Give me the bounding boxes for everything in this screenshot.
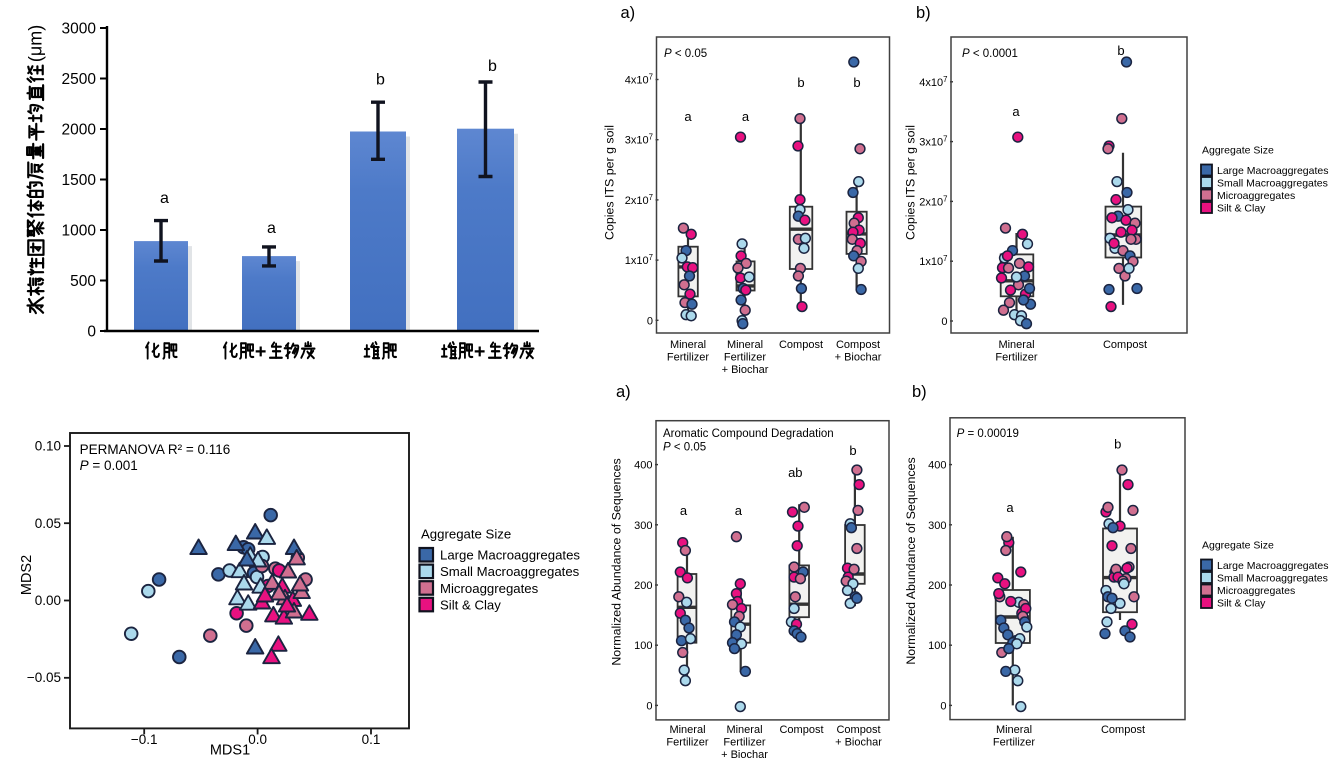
svg-text:a: a (1012, 104, 1020, 119)
svg-text:300: 300 (634, 520, 652, 532)
svg-text:ab: ab (788, 465, 802, 480)
svg-text:Mineral: Mineral (996, 724, 1032, 736)
svg-text:Silt & Clay: Silt & Clay (440, 597, 501, 612)
svg-text:0.10: 0.10 (35, 439, 61, 454)
svg-text:0: 0 (647, 315, 653, 327)
svg-text:MDS2: MDS2 (19, 555, 35, 595)
svg-text:Microaggregates: Microaggregates (1217, 190, 1295, 202)
svg-text:0.05: 0.05 (35, 516, 61, 531)
svg-text:a: a (684, 109, 692, 124)
svg-text:b: b (849, 443, 856, 458)
svg-text:−0.1: −0.1 (131, 732, 158, 747)
svg-text:Aggregate Size: Aggregate Size (421, 527, 511, 542)
svg-text:b): b) (916, 4, 931, 22)
svg-text:b: b (853, 75, 860, 90)
svg-text:b: b (488, 58, 497, 75)
svg-text:300: 300 (928, 520, 946, 532)
svg-text:Aggregate Size: Aggregate Size (1202, 540, 1274, 552)
svg-text:100: 100 (634, 640, 652, 652)
svg-text:Fertilizer: Fertilizer (723, 737, 766, 749)
svg-text:0.0: 0.0 (248, 732, 267, 747)
svg-text:a: a (160, 190, 169, 207)
svg-text:Small Macroaggregates: Small Macroaggregates (1217, 177, 1328, 189)
svg-text:Normalized Abundance of Sequen: Normalized Abundance of Sequences (904, 457, 918, 664)
svg-text:200: 200 (634, 580, 652, 592)
svg-text:Microaggregates: Microaggregates (440, 581, 539, 596)
svg-text:Compost: Compost (779, 339, 823, 351)
svg-text:b: b (1117, 43, 1124, 58)
svg-text:Large Macroaggregates: Large Macroaggregates (440, 548, 580, 563)
svg-text:0.00: 0.00 (35, 593, 61, 608)
svg-text:+ Biochar: + Biochar (835, 352, 882, 364)
svg-text:Compost: Compost (779, 724, 823, 736)
svg-text:+ Biochar: + Biochar (722, 364, 769, 376)
svg-text:Aggregate Size: Aggregate Size (1202, 145, 1274, 157)
svg-text:−0.05: −0.05 (27, 670, 61, 685)
svg-text:Copies ITS per g soil: Copies ITS per g soil (603, 125, 617, 240)
svg-text:Fertilizer: Fertilizer (666, 737, 709, 749)
svg-text:2000: 2000 (62, 122, 97, 139)
svg-text:Fertilizer: Fertilizer (724, 352, 767, 364)
svg-text:Silt & Clay: Silt & Clay (1217, 202, 1266, 214)
svg-text:1500: 1500 (62, 172, 97, 189)
svg-text:1000: 1000 (62, 223, 97, 240)
svg-text:Compost: Compost (1103, 339, 1147, 351)
svg-text:a: a (267, 220, 276, 237)
svg-text:P = 0.00019: P = 0.00019 (957, 428, 1019, 440)
svg-text:b): b) (912, 383, 927, 401)
svg-text:Fertilizer: Fertilizer (993, 737, 1036, 749)
svg-text:a: a (735, 503, 743, 518)
svg-text:Mineral: Mineral (726, 724, 762, 736)
svg-text:Copies ITS per g soil: Copies ITS per g soil (904, 125, 918, 240)
svg-text:a: a (680, 503, 688, 518)
svg-text:a): a) (621, 4, 636, 22)
svg-text:Compost: Compost (836, 724, 880, 736)
svg-text:0: 0 (87, 324, 96, 341)
svg-text:Compost: Compost (1101, 724, 1145, 736)
svg-text:P < 0.05: P < 0.05 (664, 48, 707, 60)
svg-text:a): a) (616, 383, 631, 401)
svg-text:2500: 2500 (62, 71, 97, 88)
svg-text:Fertilizer: Fertilizer (667, 352, 710, 364)
svg-text:b: b (376, 72, 385, 89)
svg-text:a: a (742, 109, 750, 124)
svg-text:Large Macroaggregates: Large Macroaggregates (1217, 560, 1329, 572)
svg-text:Microaggregates: Microaggregates (1217, 585, 1295, 597)
svg-text:Mineral: Mineral (998, 339, 1034, 351)
svg-text:3000: 3000 (62, 21, 97, 38)
svg-text:b: b (797, 75, 804, 90)
svg-text:P < 0.05: P < 0.05 (663, 442, 706, 454)
svg-text:Normalized Abundance of Sequen: Normalized Abundance of Sequences (610, 458, 624, 665)
svg-text:0: 0 (940, 700, 946, 712)
svg-text:Small Macroaggregates: Small Macroaggregates (1217, 572, 1328, 584)
svg-text:PERMANOVA R² = 0.116: PERMANOVA R² = 0.116 (80, 442, 231, 457)
svg-text:b: b (1114, 437, 1121, 452)
svg-text:MDS1: MDS1 (210, 742, 250, 758)
svg-text:+ Biochar: + Biochar (835, 737, 882, 749)
svg-text:Silt & Clay: Silt & Clay (1217, 597, 1266, 609)
svg-text:0: 0 (646, 700, 652, 712)
svg-text:0.1: 0.1 (362, 732, 381, 747)
svg-text:Compost: Compost (836, 339, 880, 351)
svg-text:Mineral: Mineral (669, 724, 705, 736)
svg-text:500: 500 (70, 273, 96, 290)
svg-text:400: 400 (928, 460, 946, 472)
svg-text:100: 100 (928, 640, 946, 652)
svg-text:Large Macroaggregates: Large Macroaggregates (1217, 165, 1329, 177)
svg-text:200: 200 (928, 580, 946, 592)
svg-text:P < 0.0001: P < 0.0001 (962, 48, 1018, 60)
svg-text:400: 400 (634, 460, 652, 472)
svg-text:(μm): (μm) (26, 25, 46, 62)
svg-text:Aromatic Compound Degradation: Aromatic Compound Degradation (663, 428, 834, 440)
svg-text:P = 0.001: P = 0.001 (80, 458, 138, 473)
svg-text:0: 0 (941, 316, 947, 328)
svg-text:Mineral: Mineral (670, 339, 706, 351)
svg-text:a: a (1006, 500, 1014, 515)
svg-text:Mineral: Mineral (727, 339, 763, 351)
svg-text:Small Macroaggregates: Small Macroaggregates (440, 564, 580, 579)
svg-text:+ Biochar: + Biochar (721, 749, 768, 761)
svg-text:Fertilizer: Fertilizer (995, 352, 1038, 364)
